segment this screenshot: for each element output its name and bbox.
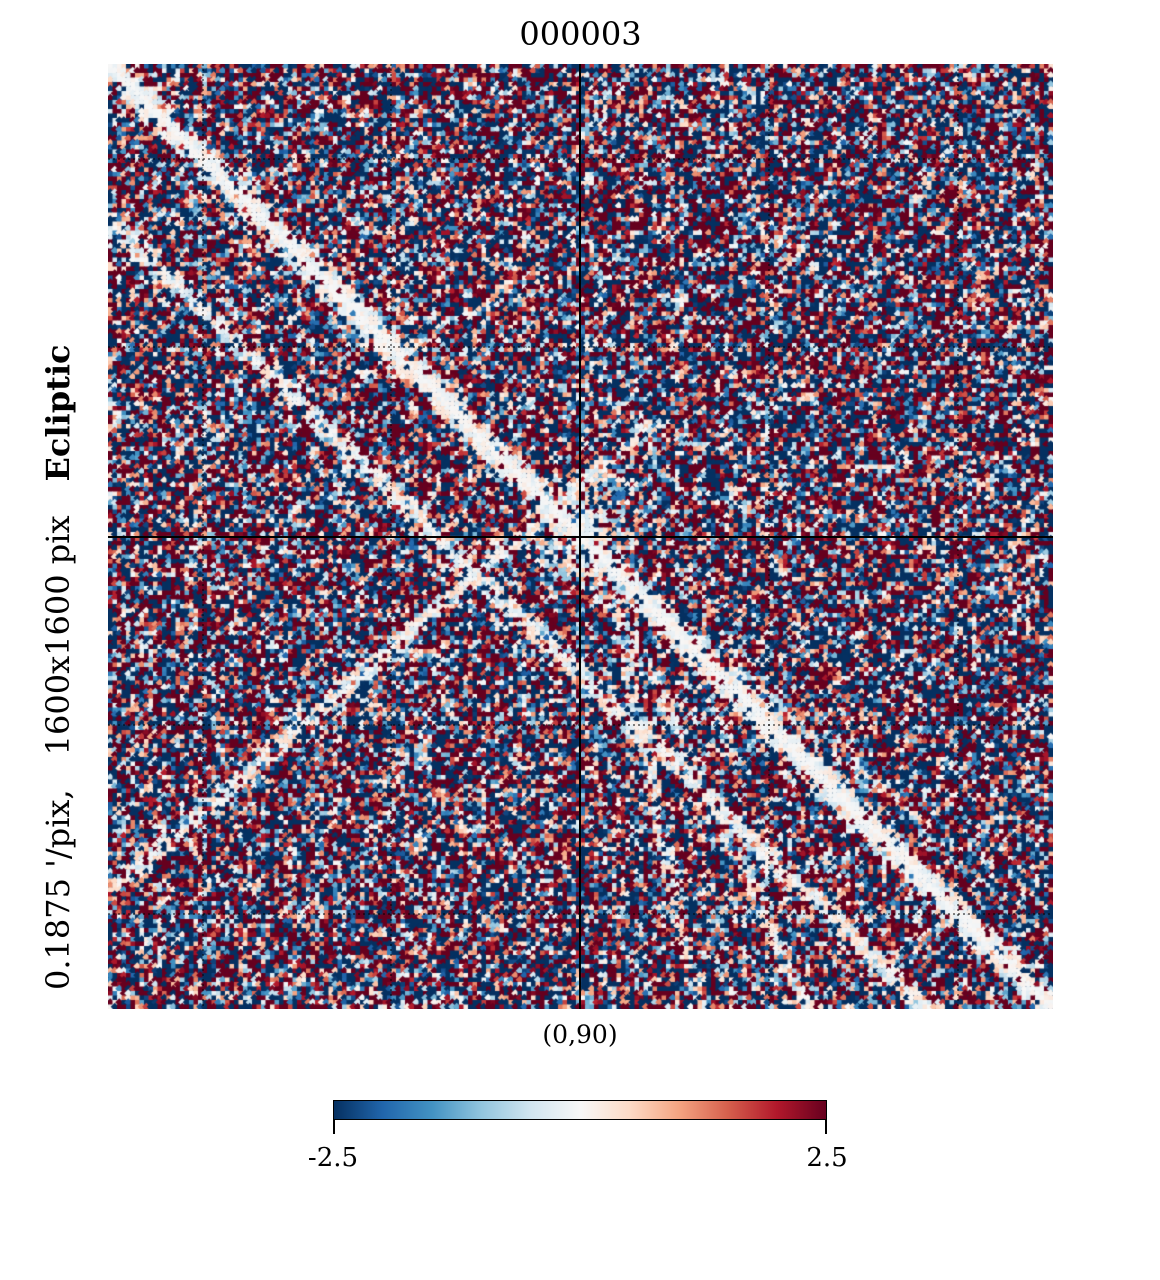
- colorbar: [333, 1100, 827, 1134]
- colorbar-tick-min: [333, 1120, 335, 1134]
- colorbar-gradient: [333, 1100, 827, 1120]
- heatmap-map[interactable]: [108, 64, 1053, 1009]
- colorbar-min-label: -2.5: [307, 1143, 359, 1173]
- resolution-label: 0.1875 '/pix,: [39, 789, 77, 990]
- image-size-label: 1600x1600 pix: [39, 515, 77, 756]
- graticule-overlay: [108, 64, 1053, 1009]
- colorbar-max-label: 2.5: [806, 1143, 848, 1173]
- coordinate-system-label: Ecliptic: [39, 344, 77, 482]
- colorbar-tick-max: [825, 1120, 827, 1134]
- center-coordinate-label: (0,90): [542, 1020, 618, 1049]
- projection-info-label: 0.1875 '/pix, 1600x1600 pix Ecliptic: [28, 270, 88, 991]
- chart-title: 000003: [519, 15, 642, 53]
